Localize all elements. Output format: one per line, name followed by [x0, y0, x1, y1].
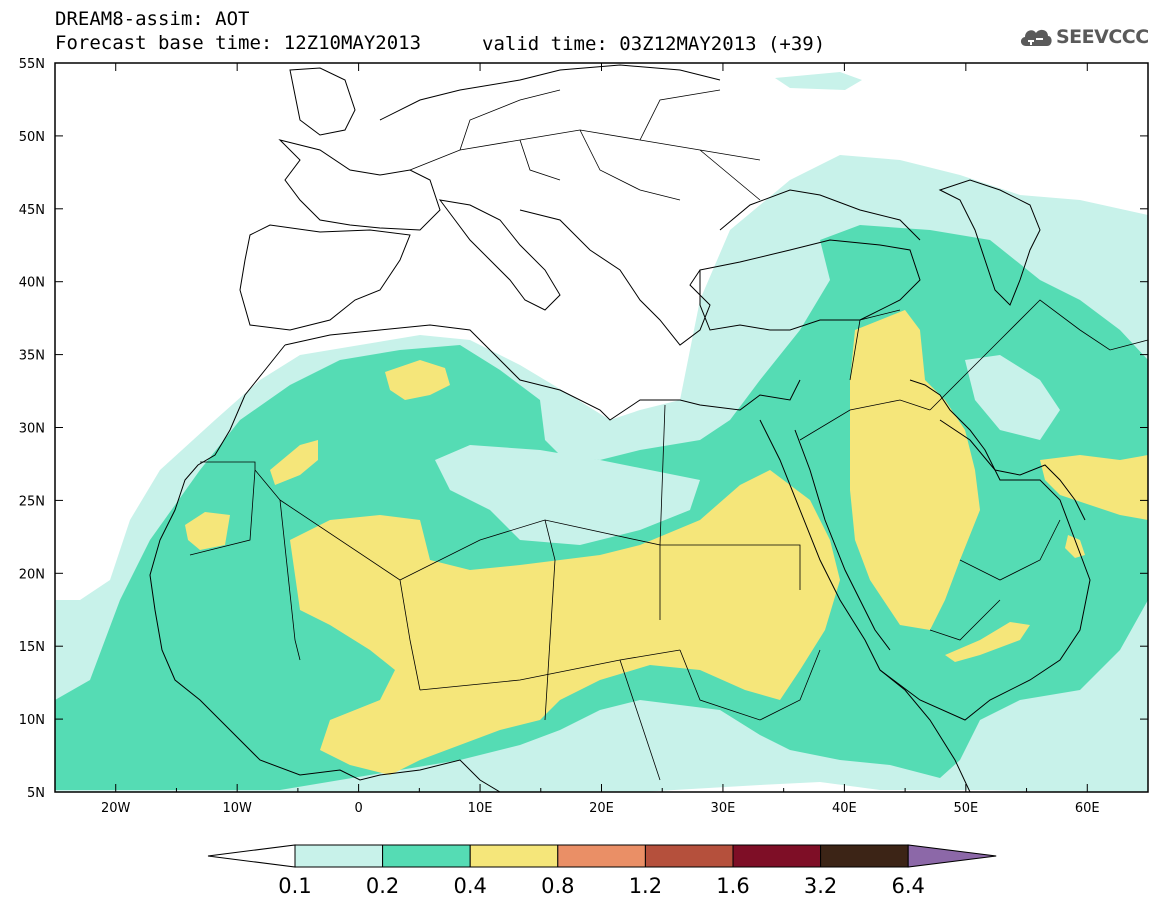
aot-region-0.4-morocco: [270, 440, 318, 485]
uk-coastline: [289, 67, 356, 136]
lon-tick-label: 20E: [589, 801, 614, 816]
colorbar-label: 0.2: [366, 874, 399, 898]
lon-tick-label: 10W: [222, 801, 252, 816]
cloud-icon: [1020, 29, 1052, 46]
lat-tick-label: 15N: [19, 640, 45, 655]
lat-tick-label: 50N: [19, 130, 45, 145]
colorbar-label: 0.8: [541, 874, 574, 898]
forecast-base-time: Forecast base time: 12Z10MAY2013: [55, 32, 422, 54]
colorbar-box: [469, 844, 559, 868]
lon-tick-label: 40E: [832, 801, 857, 816]
africa-coastline: [149, 344, 501, 792]
aot-region-0.4-gulf: [1040, 455, 1148, 520]
lat-tick-label: 25N: [19, 494, 45, 509]
colorbar-box: [820, 844, 909, 868]
colorbar-label: 0.1: [278, 874, 311, 898]
africa-borders: [189, 404, 821, 781]
lat-tick-label: 55N: [19, 57, 45, 72]
red-sea-coastline: [759, 379, 1091, 721]
colorbar-label: 0.4: [453, 874, 486, 898]
colorbar-label: 1.6: [716, 874, 749, 898]
lat-tick-label: 20N: [19, 567, 45, 582]
aot-region-0.4-yemen: [945, 622, 1030, 662]
lon-tick-label: 0: [354, 801, 362, 816]
horn-coast: [879, 669, 971, 792]
lon-tick-label: 60E: [1075, 801, 1100, 816]
balkans-coastline: [519, 209, 711, 346]
mideast-borders: [799, 299, 1148, 641]
iberia-coastline: [239, 224, 411, 331]
lon-tick-label: 30E: [711, 801, 736, 816]
aot-region-0.4-mauritania: [185, 512, 230, 550]
arabia-west-coast: [794, 429, 891, 651]
colorbar-box: [294, 844, 384, 868]
chart-title: DREAM8-assim: AOT: [55, 8, 250, 30]
colorbar-box: [644, 844, 734, 868]
aot-region-0.1-iran: [965, 355, 1060, 440]
aot-region-0.4-atlas: [385, 360, 450, 400]
anatolia-coastline: [699, 239, 921, 331]
lat-tick-label: 35N: [19, 349, 45, 364]
colorbar-box: [382, 844, 471, 868]
caspian-coastline: [938, 179, 1041, 306]
italy-coastline: [438, 199, 561, 311]
lon-tick-label: 20W: [101, 801, 131, 816]
france-coastline: [278, 139, 441, 231]
lat-axis: 55N 50N 45N 40N 35N 30N 25N 20N 15N 10N 5N: [19, 57, 1148, 801]
colorbar-box: [732, 844, 822, 868]
coastlines-borders: [149, 64, 1148, 792]
black-sea-coastline: [719, 189, 921, 241]
colorbar-under-arrow: [207, 844, 296, 868]
aot-region-0.1-libya: [435, 445, 700, 545]
aot-contour-field: [55, 63, 1148, 792]
colorbar: 0.1 0.2 0.4 0.8 1.2 1.6 3.2 6.4: [207, 844, 997, 898]
lat-tick-label: 5N: [27, 786, 45, 801]
aot-region-0.4-arabia: [850, 310, 980, 630]
aot-region-0.4-sahel: [290, 470, 840, 775]
lon-tick-label: 50E: [953, 801, 978, 816]
europe-northern-coast: [379, 64, 721, 121]
lon-axis: 20W 10W 0 10E 20E 30E 40E 50E 60E: [54, 63, 1149, 816]
colorbar-label: 3.2: [804, 874, 837, 898]
north-africa-coastline: [284, 324, 801, 421]
colorbar-label: 6.4: [891, 874, 924, 898]
persian-gulf-coastline: [939, 419, 1086, 521]
europe-borders: [409, 89, 761, 201]
seevccc-logo: SEEVCCC: [1018, 24, 1149, 50]
colorbar-label: 1.2: [629, 874, 662, 898]
colorbar-over-arrow: [907, 844, 997, 868]
logo-text: SEEVCCC: [1056, 26, 1149, 48]
lat-tick-label: 10N: [19, 713, 45, 728]
lat-tick-label: 40N: [19, 276, 45, 291]
lat-tick-label: 30N: [19, 422, 45, 437]
lat-tick-label: 45N: [19, 203, 45, 218]
aot-region-0.1-north: [775, 72, 862, 90]
lon-tick-label: 10E: [468, 801, 493, 816]
colorbar-box: [557, 844, 646, 868]
valid-time: valid time: 03Z12MAY2013 (+39): [482, 33, 826, 55]
